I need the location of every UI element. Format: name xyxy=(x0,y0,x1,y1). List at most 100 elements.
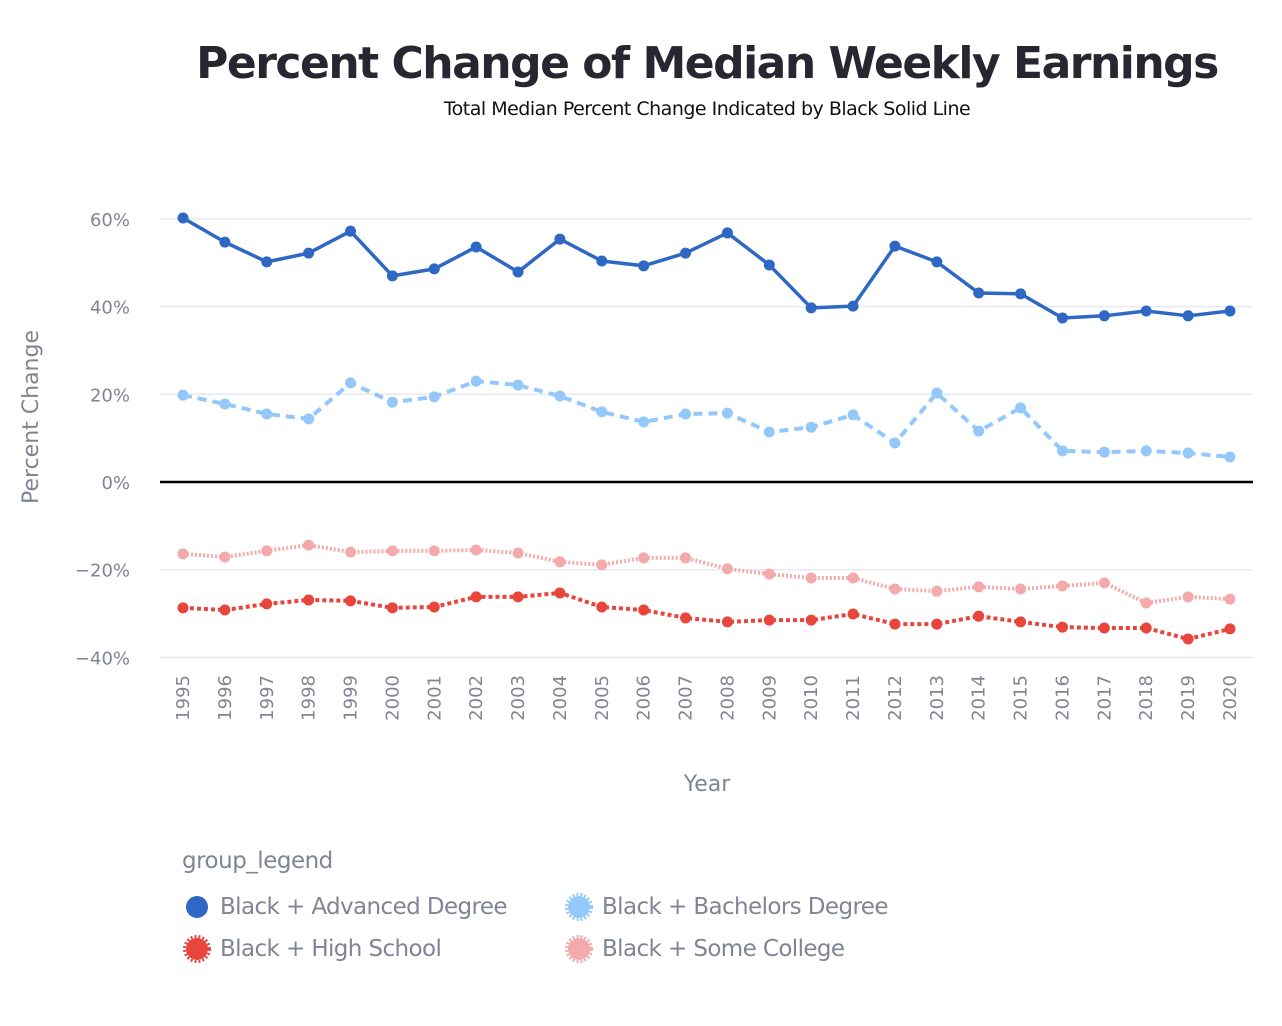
data-point[interactable] xyxy=(805,302,817,314)
data-point[interactable] xyxy=(638,604,650,616)
data-point[interactable] xyxy=(847,608,859,620)
data-point[interactable] xyxy=(177,602,189,614)
data-point[interactable] xyxy=(596,406,608,418)
data-point[interactable] xyxy=(303,594,315,606)
data-point[interactable] xyxy=(554,556,566,568)
data-point[interactable] xyxy=(512,547,524,559)
data-point[interactable] xyxy=(261,256,273,268)
data-point[interactable] xyxy=(1056,445,1068,457)
data-point[interactable] xyxy=(889,618,901,630)
data-point[interactable] xyxy=(763,426,775,438)
legend-item[interactable]: Black + Bachelors Degree xyxy=(564,892,924,922)
data-point[interactable] xyxy=(386,545,398,557)
data-point[interactable] xyxy=(554,233,566,245)
data-point[interactable] xyxy=(1098,577,1110,589)
data-point[interactable] xyxy=(554,587,566,599)
data-point[interactable] xyxy=(847,572,859,584)
data-point[interactable] xyxy=(763,614,775,626)
data-point[interactable] xyxy=(470,375,482,387)
data-point[interactable] xyxy=(680,408,692,420)
data-point[interactable] xyxy=(1056,312,1068,324)
data-point[interactable] xyxy=(554,390,566,402)
data-point[interactable] xyxy=(1098,622,1110,634)
data-point[interactable] xyxy=(596,255,608,267)
data-point[interactable] xyxy=(931,618,943,630)
data-point[interactable] xyxy=(638,260,650,272)
data-point[interactable] xyxy=(1140,445,1152,457)
data-point[interactable] xyxy=(721,227,733,239)
data-point[interactable] xyxy=(386,270,398,282)
data-point[interactable] xyxy=(1182,591,1194,603)
data-point[interactable] xyxy=(303,247,315,259)
data-point[interactable] xyxy=(261,408,273,420)
data-point[interactable] xyxy=(805,614,817,626)
data-point[interactable] xyxy=(1056,621,1068,633)
data-point[interactable] xyxy=(1015,288,1027,300)
data-point[interactable] xyxy=(177,389,189,401)
data-point[interactable] xyxy=(1224,451,1236,463)
data-point[interactable] xyxy=(973,425,985,437)
data-point[interactable] xyxy=(1140,597,1152,609)
data-point[interactable] xyxy=(1182,633,1194,645)
data-point[interactable] xyxy=(721,616,733,628)
data-point[interactable] xyxy=(1015,616,1027,628)
data-point[interactable] xyxy=(1224,593,1236,605)
data-point[interactable] xyxy=(805,572,817,584)
data-point[interactable] xyxy=(303,539,315,551)
data-point[interactable] xyxy=(973,581,985,593)
data-point[interactable] xyxy=(1098,446,1110,458)
data-point[interactable] xyxy=(219,551,231,563)
data-point[interactable] xyxy=(345,595,357,607)
data-point[interactable] xyxy=(219,398,231,410)
data-point[interactable] xyxy=(470,591,482,603)
data-point[interactable] xyxy=(680,552,692,564)
legend-item[interactable]: Black + Some College xyxy=(564,934,924,964)
data-point[interactable] xyxy=(638,552,650,564)
data-point[interactable] xyxy=(805,421,817,433)
data-point[interactable] xyxy=(303,413,315,425)
data-point[interactable] xyxy=(1015,402,1027,414)
legend-item[interactable]: Black + High School xyxy=(182,934,564,964)
data-point[interactable] xyxy=(1098,310,1110,322)
data-point[interactable] xyxy=(1015,583,1027,595)
data-point[interactable] xyxy=(763,259,775,271)
data-point[interactable] xyxy=(261,598,273,610)
data-point[interactable] xyxy=(261,545,273,557)
data-point[interactable] xyxy=(1182,447,1194,459)
data-point[interactable] xyxy=(470,241,482,253)
data-point[interactable] xyxy=(1056,580,1068,592)
data-point[interactable] xyxy=(721,563,733,575)
data-point[interactable] xyxy=(596,559,608,571)
data-point[interactable] xyxy=(386,602,398,614)
data-point[interactable] xyxy=(1182,310,1194,322)
data-point[interactable] xyxy=(1224,305,1236,317)
data-point[interactable] xyxy=(177,548,189,560)
data-point[interactable] xyxy=(889,437,901,449)
data-point[interactable] xyxy=(1224,623,1236,635)
data-point[interactable] xyxy=(889,240,901,252)
data-point[interactable] xyxy=(428,601,440,613)
data-point[interactable] xyxy=(847,409,859,421)
data-point[interactable] xyxy=(345,546,357,558)
data-point[interactable] xyxy=(428,391,440,403)
data-point[interactable] xyxy=(973,610,985,622)
data-point[interactable] xyxy=(1140,305,1152,317)
data-point[interactable] xyxy=(428,263,440,275)
data-point[interactable] xyxy=(345,377,357,389)
data-point[interactable] xyxy=(596,601,608,613)
data-point[interactable] xyxy=(721,407,733,419)
data-point[interactable] xyxy=(512,379,524,391)
data-point[interactable] xyxy=(763,568,775,580)
data-point[interactable] xyxy=(931,387,943,399)
data-point[interactable] xyxy=(219,236,231,248)
data-point[interactable] xyxy=(345,225,357,237)
data-point[interactable] xyxy=(847,300,859,312)
legend-item[interactable]: Black + Advanced Degree xyxy=(182,892,564,922)
data-point[interactable] xyxy=(889,583,901,595)
data-point[interactable] xyxy=(512,591,524,603)
data-point[interactable] xyxy=(973,287,985,299)
data-point[interactable] xyxy=(512,266,524,278)
data-point[interactable] xyxy=(1140,622,1152,634)
data-point[interactable] xyxy=(931,256,943,268)
data-point[interactable] xyxy=(931,585,943,597)
